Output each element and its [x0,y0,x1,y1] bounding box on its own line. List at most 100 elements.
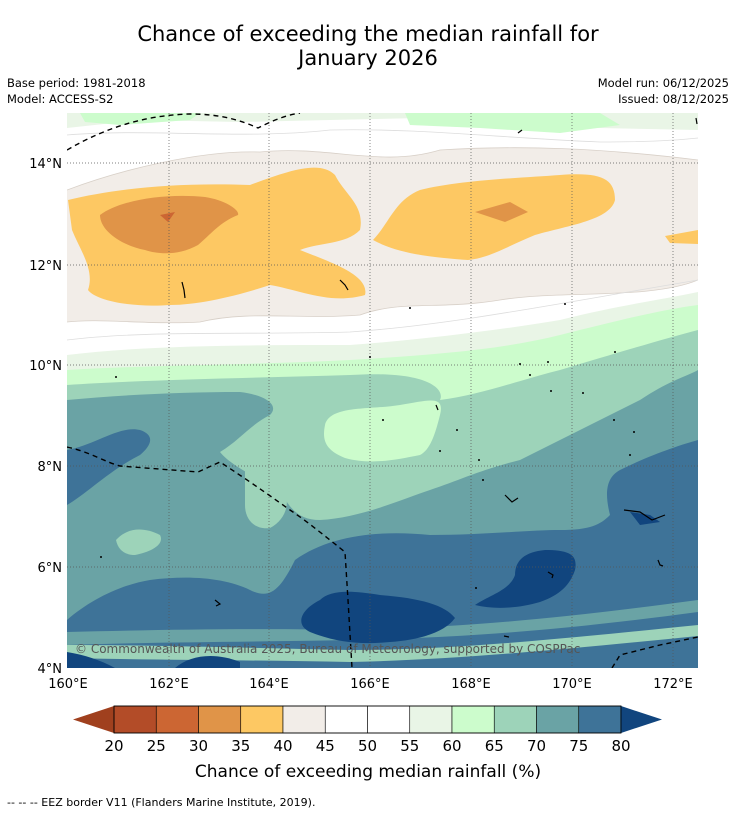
band-65-top-left [80,113,200,125]
island-10 [695,117,698,125]
island-6 [339,279,349,291]
colorbar-tick-label: 75 [569,737,588,755]
atoll-2 [369,356,371,358]
island-2 [504,494,519,503]
island-1 [214,599,222,607]
graticule [67,113,698,668]
colorbar-tick-label: 50 [358,737,377,755]
colorbar-cell [113,705,157,734]
base-period: Base period: 1981-2018 [7,76,146,90]
island-4 [623,509,666,521]
colorbar-tick-label: 30 [189,737,208,755]
band-75-80 [67,440,698,668]
rainfall-map: © Commonwealth of Australia 2025, Bureau… [67,113,698,668]
islands [181,117,698,638]
model-run: Model run: 06/12/2025 [597,76,729,90]
meta-right: Model run: 06/12/2025 Issued: 08/12/2025 [598,75,729,107]
lat-tick: 6°N [38,561,63,576]
band-80-central [301,591,455,644]
band-65-top [405,113,620,133]
atoll-1 [115,376,117,378]
colorbar-outline [113,705,622,734]
atoll-19 [629,454,631,456]
band-75-80-west [67,429,151,505]
colorbar-tick-label: 20 [104,737,123,755]
atoll-15 [482,479,484,481]
colorbar-tick-label: 40 [273,737,292,755]
band-65-70-pocket-2 [116,529,161,555]
colorbar-tick-label: 80 [611,737,630,755]
atoll-14 [478,459,480,461]
colorbar-cell [198,705,242,734]
band-80-sw [67,652,115,668]
colorbar-ticks: 20 25 30 35 40 45 50 55 60 65 70 75 80 [104,737,630,755]
band-70-75-south [67,600,698,645]
colorbar-cell [451,705,495,734]
lat-tick: 4°N [38,662,63,677]
colorbar-cell [536,705,580,734]
atoll-11 [382,419,384,421]
colorbar-cell [578,705,622,734]
island-8 [435,404,439,411]
band-80-south [175,656,240,668]
colorbar-cell [282,705,326,734]
colorbar-arrow-low [73,706,114,733]
colorbar-tick-label: 65 [485,737,504,755]
contour-50 [67,129,698,143]
atoll-8 [529,374,531,376]
eez-border-southeast [611,636,698,668]
atolls [100,303,635,589]
atoll-4 [564,303,566,305]
copyright-notice: © Commonwealth of Australia 2025, Bureau… [75,642,580,656]
colorbar-cell [240,705,284,734]
atoll-9 [550,390,552,392]
atoll-7 [519,363,521,365]
title-line-1: Chance of exceeding the median rainfall … [137,22,599,46]
atoll-18 [633,431,635,433]
colorbar-tick-label: 25 [147,737,166,755]
contour-45-south [67,279,698,324]
atoll-10 [582,392,584,394]
atoll-3 [409,307,411,309]
atoll-12 [456,429,458,431]
island-9 [517,129,523,134]
contour-55 [67,279,698,341]
band-35-40-edge [665,230,698,244]
colorbar-label: Chance of exceeding median rainfall (%) [194,762,542,782]
band-80-east [475,550,576,608]
band-30-35-east [475,202,528,222]
atoll-20 [475,587,477,589]
island-3 [547,571,554,579]
contour-45 [67,147,698,191]
eez-border-central [67,446,353,668]
lat-axis: 14°N 12°N 10°N 8°N 6°N 4°N [29,157,62,677]
atoll-17 [613,419,615,421]
lon-tick: 166°E [350,677,390,692]
lon-tick: 170°E [552,677,592,692]
atoll-16 [100,556,102,558]
lon-tick: 168°E [451,677,491,692]
colorbar-tick-label: 55 [400,737,419,755]
atoll-5 [614,351,616,353]
island-7 [181,281,186,299]
island-11 [503,635,510,638]
lon-tick: 172°E [653,677,693,692]
lon-axis: 160°E 162°E 164°E 166°E 168°E 170°E 172°… [48,677,693,692]
colorbar: 20 25 30 35 40 45 50 55 60 65 70 75 80 [73,705,662,755]
chart-title: Chance of exceeding the median rainfall … [0,22,736,70]
model-name: Model: ACCESS-S2 [7,92,114,106]
lat-tick: 12°N [29,259,62,274]
atoll-6 [547,361,549,363]
colorbar-tick-label: 45 [316,737,335,755]
band-60-65-blob [324,400,441,462]
band-25-30 [160,212,175,222]
colorbar-cells [113,705,622,734]
eez-border-north [67,113,301,151]
lat-tick: 14°N [29,157,62,172]
band-80-ne [630,512,660,525]
colorbar-tick-label: 60 [442,737,461,755]
band-65-70-south [67,625,698,662]
lat-tick: 10°N [29,359,62,374]
lon-tick: 162°E [149,677,189,692]
